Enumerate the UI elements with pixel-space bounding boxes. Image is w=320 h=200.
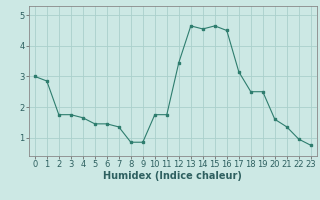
- X-axis label: Humidex (Indice chaleur): Humidex (Indice chaleur): [103, 171, 242, 181]
